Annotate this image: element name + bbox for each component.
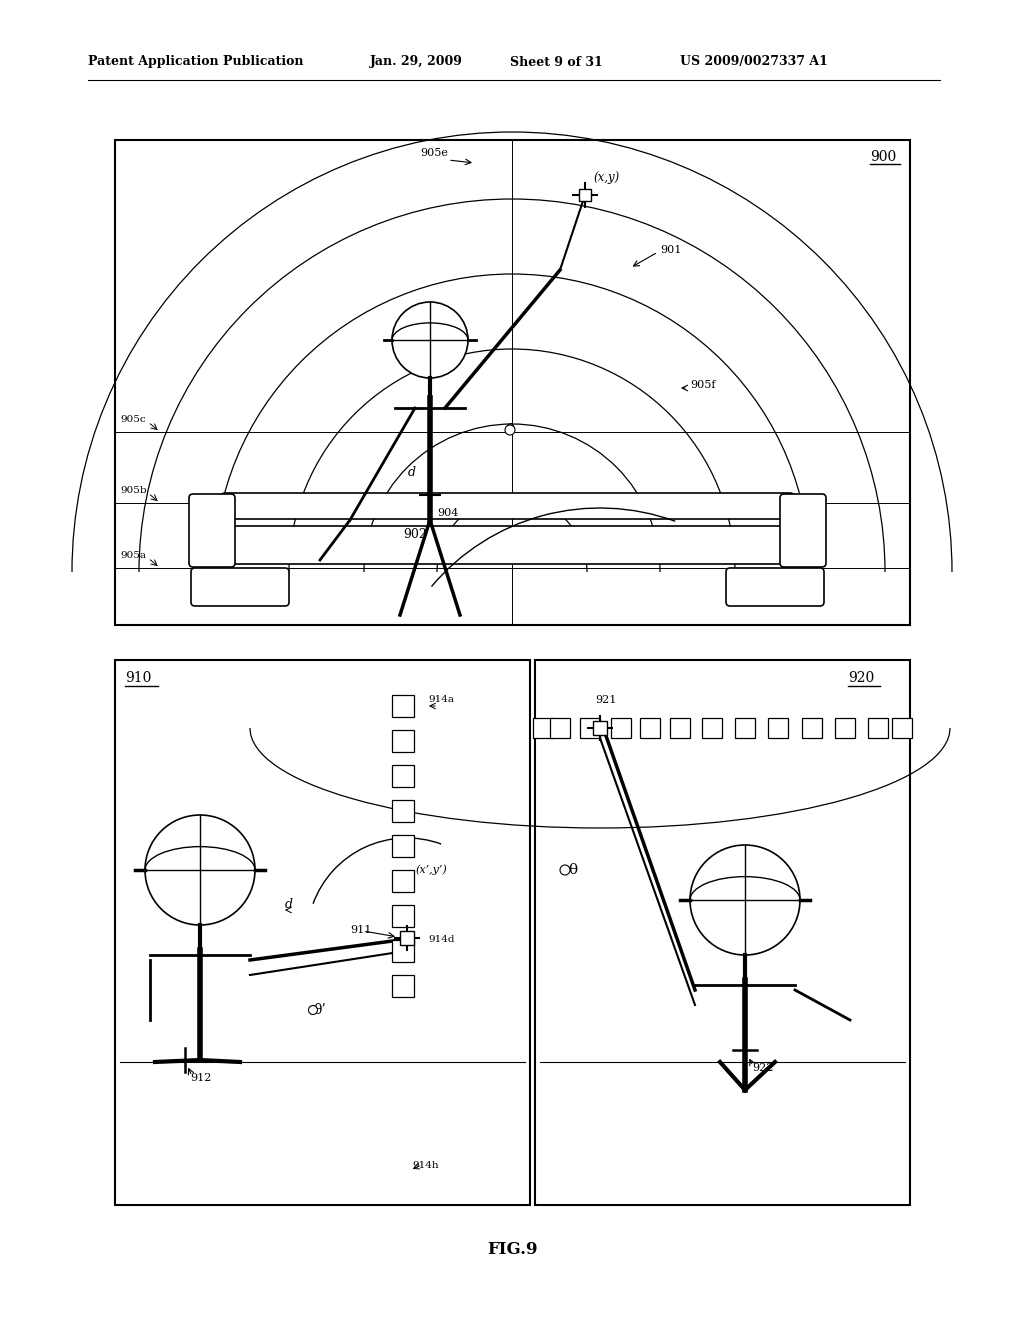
FancyBboxPatch shape (780, 494, 826, 568)
Bar (550, 718, 570, 738)
Circle shape (392, 302, 468, 378)
Text: θ: θ (568, 863, 578, 876)
Bar (392, 940, 414, 962)
Text: Patent Application Publication: Patent Application Publication (88, 55, 303, 69)
Circle shape (690, 845, 800, 954)
Bar (392, 730, 414, 752)
Text: 905c: 905c (120, 414, 145, 424)
Text: 900: 900 (870, 150, 896, 164)
Circle shape (505, 425, 515, 436)
Bar (392, 836, 414, 857)
Text: 914h: 914h (412, 1160, 438, 1170)
Text: 914a: 914a (428, 696, 454, 705)
FancyBboxPatch shape (726, 568, 824, 606)
Text: 905f: 905f (690, 380, 716, 389)
Bar (768, 718, 788, 738)
Bar (802, 718, 822, 738)
Text: d: d (285, 899, 293, 912)
Circle shape (145, 814, 255, 925)
Bar (392, 906, 414, 927)
Bar (735, 718, 755, 738)
Bar (580, 718, 600, 738)
Bar (835, 718, 855, 738)
Bar (392, 975, 414, 997)
Circle shape (308, 1006, 317, 1015)
Text: FIG.9: FIG.9 (486, 1242, 538, 1258)
Text: Sheet 9 of 31: Sheet 9 of 31 (510, 55, 603, 69)
Text: θ: θ (506, 422, 515, 437)
Bar (392, 766, 414, 787)
Text: 905a: 905a (120, 550, 146, 560)
Text: 904: 904 (437, 508, 459, 517)
Text: 902: 902 (403, 528, 427, 541)
Text: 910: 910 (125, 671, 152, 685)
FancyBboxPatch shape (191, 568, 289, 606)
Bar (115, 140, 910, 624)
Bar (593, 721, 607, 735)
Bar (115, 660, 530, 1205)
Text: 912: 912 (190, 1073, 211, 1082)
Bar (400, 931, 414, 945)
Text: US 2009/0027337 A1: US 2009/0027337 A1 (680, 55, 827, 69)
Text: 911: 911 (350, 925, 372, 935)
Bar (702, 718, 722, 738)
Bar (534, 718, 553, 738)
Text: d: d (408, 466, 416, 479)
Text: (x’,y’): (x’,y’) (415, 865, 446, 875)
Bar (392, 800, 414, 822)
Text: 921: 921 (595, 696, 616, 705)
Bar (579, 189, 591, 201)
FancyBboxPatch shape (221, 525, 794, 564)
Text: 905e: 905e (420, 148, 447, 158)
Bar (640, 718, 660, 738)
Bar (392, 870, 414, 892)
Text: θ’: θ’ (313, 1003, 327, 1016)
FancyBboxPatch shape (189, 494, 234, 568)
Bar (892, 718, 912, 738)
Bar (868, 718, 888, 738)
Circle shape (560, 865, 570, 875)
Text: (x,y): (x,y) (593, 172, 620, 185)
FancyBboxPatch shape (221, 492, 794, 519)
Text: Jan. 29, 2009: Jan. 29, 2009 (370, 55, 463, 69)
Text: 901: 901 (660, 246, 681, 255)
Bar (535, 660, 910, 1205)
Text: 922: 922 (752, 1063, 773, 1073)
Bar (670, 718, 690, 738)
Bar (611, 718, 631, 738)
Text: 905b: 905b (120, 486, 146, 495)
Text: 914d: 914d (428, 936, 455, 945)
Bar (392, 696, 414, 717)
Text: 920: 920 (848, 671, 874, 685)
